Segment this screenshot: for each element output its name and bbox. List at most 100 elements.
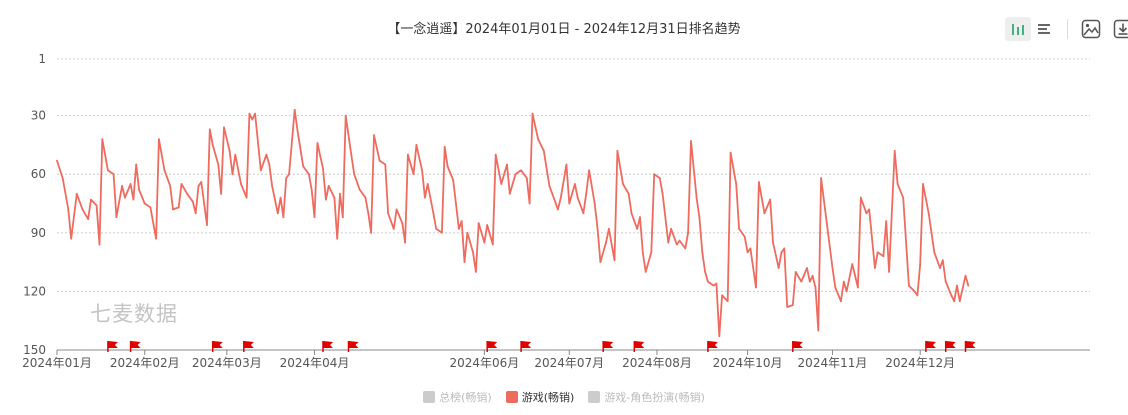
flag-cloth — [107, 341, 118, 348]
data-point — [404, 241, 406, 244]
data-point — [605, 241, 607, 244]
data-point — [443, 146, 446, 148]
event-flag-icon — [925, 341, 936, 352]
data-point — [107, 169, 109, 172]
data-point — [316, 142, 319, 144]
data-point — [537, 138, 539, 141]
data-point — [840, 300, 842, 303]
data-point — [285, 177, 288, 180]
data-point — [70, 237, 73, 240]
data-point — [636, 228, 639, 230]
data-point — [953, 300, 956, 303]
legend-label: 游戏-角色扮演(畅销) — [604, 391, 705, 404]
data-point — [336, 237, 339, 240]
download-button[interactable] — [1110, 17, 1128, 41]
chart-type-toolbar — [1005, 16, 1128, 42]
data-point — [395, 208, 398, 211]
data-point — [466, 231, 469, 234]
data-point — [678, 239, 681, 242]
data-point — [508, 192, 511, 195]
legend-label: 总榜(畅销) — [439, 391, 492, 404]
y-tick-label: 120 — [23, 284, 46, 298]
data-point — [902, 196, 905, 199]
data-point — [593, 202, 596, 205]
data-point — [701, 251, 704, 254]
data-point — [514, 173, 517, 176]
flag-cloth — [792, 341, 803, 348]
data-point — [531, 112, 534, 115]
data-point — [777, 267, 780, 269]
data-point — [800, 280, 803, 283]
data-point — [424, 196, 426, 199]
data-point — [834, 286, 837, 289]
data-point — [271, 185, 273, 187]
y-axis: 1 30 60 90 120 150 — [23, 52, 46, 357]
data-point — [557, 208, 559, 211]
grid-layer — [57, 58, 1090, 292]
data-point — [384, 163, 387, 166]
data-point — [483, 241, 486, 244]
data-point — [780, 251, 783, 254]
flag-cloth — [965, 341, 976, 348]
data-point — [460, 220, 463, 223]
y-tick-label: 30 — [31, 109, 46, 123]
data-point — [98, 243, 101, 246]
event-flag-icon — [633, 341, 645, 352]
data-point — [820, 177, 822, 180]
data-point — [435, 228, 438, 230]
data-point — [749, 247, 752, 250]
chart-title: 【一念逍遥】2024年01月01日 - 2024年12月31日排名趋势 — [387, 22, 741, 37]
legend-item[interactable]: 游戏(畅销) — [505, 389, 574, 405]
x-tick-label: 2024年04月 — [280, 356, 350, 370]
x-tick-label: 2024年07月 — [534, 356, 604, 370]
data-point — [333, 196, 336, 199]
data-point — [169, 185, 172, 187]
data-point — [944, 280, 947, 283]
event-flag-icon — [107, 341, 118, 352]
data-point — [743, 235, 746, 238]
list-view-toggle[interactable] — [1031, 17, 1057, 41]
data-point — [132, 198, 135, 201]
data-point — [585, 192, 588, 195]
data-point — [916, 294, 919, 297]
data-point — [279, 196, 282, 199]
series-line — [56, 108, 970, 338]
y-tick-label: 90 — [31, 226, 46, 240]
flag-cloth — [634, 341, 645, 348]
data-point — [358, 189, 361, 191]
event-flag-icon — [944, 341, 956, 352]
download-icon — [1113, 19, 1128, 39]
data-point — [576, 196, 579, 199]
data-point — [559, 196, 562, 199]
data-point — [310, 189, 313, 191]
data-point — [520, 169, 522, 172]
event-flag-icon — [602, 341, 614, 352]
data-point — [296, 130, 299, 133]
data-point — [367, 212, 370, 215]
x-tick-label: 2024年10月 — [713, 356, 783, 370]
data-point — [608, 228, 610, 230]
data-point — [217, 163, 220, 166]
legend-item[interactable]: 游戏-角色扮演(畅销) — [588, 389, 705, 405]
save-image-button[interactable] — [1078, 17, 1104, 41]
data-point — [695, 196, 698, 199]
data-point — [223, 126, 225, 129]
flag-cloth — [487, 341, 498, 348]
data-point — [919, 263, 922, 265]
data-point — [630, 212, 633, 215]
data-point — [191, 200, 194, 203]
data-point — [525, 177, 528, 180]
data-point — [690, 140, 692, 142]
data-point — [661, 192, 664, 195]
event-flag-icon — [520, 341, 532, 352]
data-point — [401, 222, 404, 225]
data-point — [933, 251, 936, 254]
bar-chart-toggle[interactable] — [1005, 17, 1031, 41]
data-point — [421, 169, 423, 172]
data-point — [715, 282, 718, 285]
legend-item[interactable]: 总榜(畅销) — [423, 389, 492, 405]
data-point — [941, 259, 944, 262]
data-point — [817, 329, 820, 332]
chart-legend: 总榜(畅销) 游戏(畅销) 游戏-角色扮演(畅销) — [0, 389, 1128, 405]
